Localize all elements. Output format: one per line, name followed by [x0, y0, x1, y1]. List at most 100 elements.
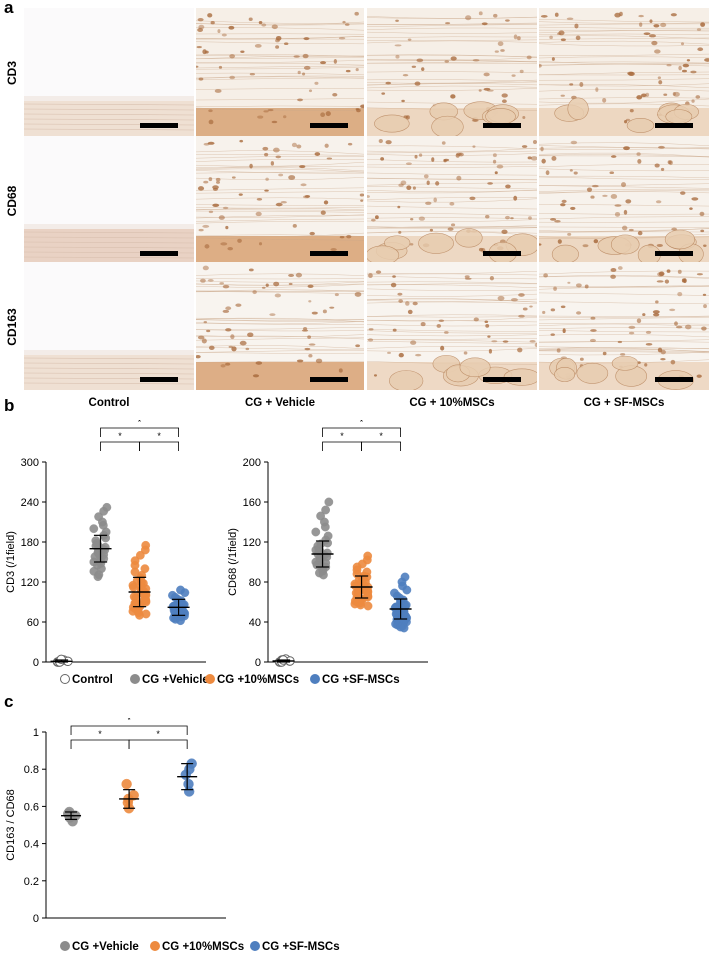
significance-star: * [156, 729, 160, 739]
data-point [356, 600, 365, 610]
row-label: CD68 [5, 185, 19, 217]
row-label: CD3 [5, 61, 19, 86]
scale-bar [140, 123, 178, 128]
scale-bar [483, 251, 521, 256]
plot-area: 0 60 120 180 240 300 CD3 (/1field) * * * [5, 420, 206, 669]
scale-bar [655, 251, 693, 256]
row-label: CD163 [5, 308, 19, 346]
y-axis-label: CD68 (/1field) [227, 528, 239, 596]
micrograph-tile [367, 8, 537, 136]
micrograph-tile [196, 8, 364, 136]
y-axis-label: CD163 / CD68 [5, 789, 17, 861]
legend-item: CG +SF-MSCs [250, 941, 340, 953]
y-tick-label: 0 [255, 657, 261, 669]
micrograph-tile [24, 262, 194, 390]
data-point [392, 602, 402, 612]
y-axis-label: CD3 (/1field) [5, 531, 17, 593]
micrograph-tile [539, 136, 709, 264]
data-point [139, 596, 149, 606]
legend-b: Control CG +Vehicle CG +10%MSCs CG +SF-MSCs [60, 674, 400, 686]
scale-bar [310, 251, 348, 256]
plot-area: 0 0.2 0.4 0.6 0.8 1 CD163 / CD68 * * * [5, 718, 226, 925]
legend-c: CG +Vehicle CG +10%MSCs CG +SF-MSCs [60, 941, 340, 953]
y-tick-label: 300 [21, 457, 39, 469]
y-tick-label: 60 [27, 617, 39, 629]
micrograph-tile [24, 136, 194, 264]
legend-marker [205, 674, 215, 684]
y-tick-label: 0 [33, 657, 39, 669]
column-label: CG + SF-MSCs [583, 397, 665, 409]
y-tick-label: 120 [21, 577, 39, 589]
micrograph-tile [24, 8, 194, 136]
column-label: CG + Vehicle [245, 397, 315, 409]
legend-label: CG +10%MSCs [217, 674, 299, 686]
data-point [135, 550, 145, 560]
data-point [170, 601, 180, 611]
data-point [176, 616, 185, 626]
significance-bracket [322, 441, 362, 451]
legend-label: CG +SF-MSCs [262, 941, 340, 953]
cd68-scatter-chart: 0 40 80 120 160 200 CD68 (/1field) * * * [227, 420, 428, 669]
column-label: CG + 10%MSCs [409, 397, 495, 409]
micrograph-tile [367, 262, 537, 390]
significance-bracket [70, 725, 188, 735]
significance-star: * [118, 431, 122, 441]
y-tick-label: 80 [249, 577, 261, 589]
micrograph-tile [367, 136, 537, 264]
data-point [363, 601, 373, 611]
data-point [319, 570, 328, 580]
significance-star: * [340, 431, 344, 441]
legend-marker [150, 941, 160, 951]
scale-bar [140, 251, 178, 256]
scale-bar [655, 377, 693, 382]
legend-marker [250, 941, 260, 951]
significance-bracket [139, 441, 179, 451]
micrograph-tile [196, 262, 364, 390]
data-point [180, 588, 190, 598]
data-point [321, 505, 331, 515]
significance-star: * [157, 431, 161, 441]
data-point [324, 497, 334, 507]
legend-marker [60, 941, 70, 951]
significance-bracket [322, 427, 401, 437]
data-point [362, 572, 372, 582]
data-point [121, 778, 132, 790]
significance-bracket [361, 441, 401, 451]
legend-item: CG +Vehicle [130, 674, 209, 686]
micrograph-tile [196, 136, 364, 264]
y-tick-label: 200 [243, 457, 261, 469]
legend-label: CG +Vehicle [72, 941, 139, 953]
data-point [95, 550, 105, 560]
panel-b-letter: b [4, 396, 15, 415]
data-point [93, 572, 103, 582]
y-tick-label: 0.4 [24, 839, 39, 851]
y-tick-label: 0.8 [24, 764, 39, 776]
legend-marker [310, 674, 320, 684]
y-tick-label: 240 [21, 497, 39, 509]
y-tick-label: 1 [33, 727, 39, 739]
micrograph-tile [539, 262, 709, 390]
data-point [67, 816, 78, 827]
scale-bar [655, 123, 693, 128]
data-point [135, 610, 144, 620]
legend-label: CG +Vehicle [142, 674, 209, 686]
scale-bar [483, 377, 521, 382]
scale-bar [310, 123, 348, 128]
column-label: Control [88, 397, 130, 409]
significance-bracket [100, 427, 179, 437]
legend-label: Control [72, 674, 113, 686]
legend-label: CG +10%MSCs [162, 941, 244, 953]
significance-star: * [360, 420, 364, 427]
panel-a-letter: a [4, 0, 14, 17]
legend-marker [130, 674, 140, 684]
data-point [353, 587, 363, 597]
y-tick-label: 120 [243, 537, 261, 549]
legend-label: CG +SF-MSCs [322, 674, 400, 686]
y-tick-label: 40 [249, 617, 261, 629]
significance-star: * [98, 729, 102, 739]
significance-star: * [379, 431, 383, 441]
scale-bar [483, 123, 521, 128]
micrograph-tile [539, 8, 709, 136]
legend-item: CG +SF-MSCs [310, 674, 400, 686]
data-point [136, 582, 146, 592]
